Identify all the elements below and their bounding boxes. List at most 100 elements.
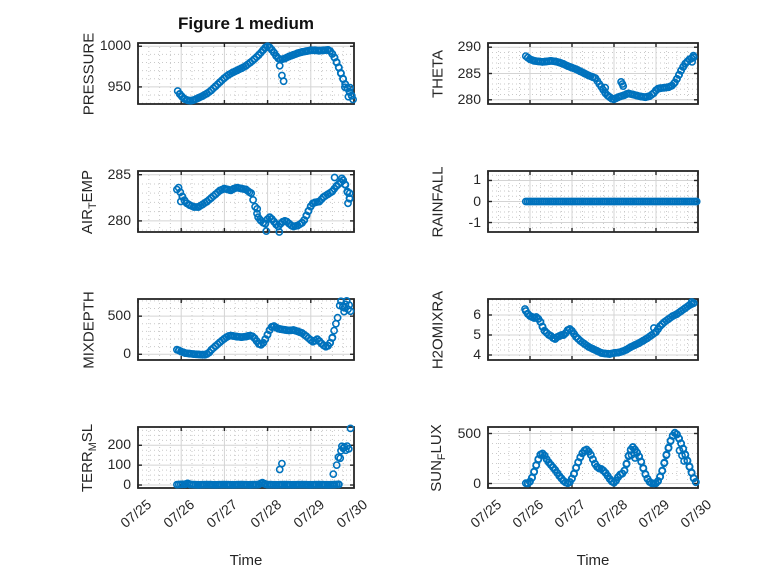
data-point xyxy=(601,83,610,92)
axes-box xyxy=(487,298,699,361)
data-point xyxy=(279,77,288,86)
y-axis-label-air_temp: AIRTEMP xyxy=(79,169,99,234)
plot-area-terr_msl xyxy=(137,424,355,489)
data-point xyxy=(253,209,261,218)
minor-grid xyxy=(488,171,698,232)
y-tick-label: 280 xyxy=(107,211,131,228)
data-point xyxy=(336,454,345,463)
data-series xyxy=(521,298,698,358)
y-tick-label: 0 xyxy=(473,192,481,209)
data-point xyxy=(572,333,581,341)
plot-area-mixdepth xyxy=(137,296,355,361)
y-axis-label-rainfall: RAINFALL xyxy=(429,166,447,237)
data-point xyxy=(341,180,350,189)
y-tick-label: 290 xyxy=(457,38,481,55)
plot-area-h2omixra xyxy=(487,298,699,361)
data-point xyxy=(345,189,354,198)
x-axis-label: Time xyxy=(229,552,263,569)
data-point xyxy=(622,459,631,468)
data-point xyxy=(692,197,701,206)
data-point xyxy=(315,197,324,206)
minor-grid xyxy=(138,427,354,488)
data-point xyxy=(347,92,356,100)
data-point xyxy=(566,325,574,333)
data-point xyxy=(673,430,681,439)
data-point xyxy=(680,457,688,465)
data-point xyxy=(687,298,696,306)
data-point xyxy=(313,335,322,344)
data-point xyxy=(344,444,353,453)
data-point xyxy=(262,227,271,235)
data-point xyxy=(275,61,284,70)
data-series xyxy=(521,197,701,206)
data-point xyxy=(277,459,286,468)
data-point xyxy=(275,228,284,236)
data-point xyxy=(681,59,690,68)
y-tick-label: 100 xyxy=(107,456,131,473)
data-point xyxy=(334,480,343,489)
y-axis-label-h2omixra: H2OMIXRA xyxy=(429,290,447,369)
data-point xyxy=(540,327,549,335)
y-tick-label: 950 xyxy=(107,77,131,94)
axes-box xyxy=(487,426,699,489)
data-point xyxy=(328,333,337,342)
y-axis-label-theta: THETA xyxy=(429,49,447,98)
data-point xyxy=(346,83,354,92)
data-point xyxy=(660,458,669,467)
data-point xyxy=(619,82,628,90)
data-point xyxy=(532,313,541,321)
plot-area-sun_flux xyxy=(487,426,700,489)
data-point xyxy=(344,92,353,101)
data-point xyxy=(559,331,568,339)
plot-area-rainfall xyxy=(487,170,701,233)
y-axis-label-terr_msl: TERRMSL xyxy=(79,423,99,492)
data-series xyxy=(173,424,355,489)
y-tick-label: 1 xyxy=(473,171,481,188)
data-series xyxy=(173,42,357,105)
data-point xyxy=(247,189,256,198)
data-point xyxy=(329,470,338,478)
plot-area-air_temp xyxy=(137,170,355,236)
y-tick-label: 0 xyxy=(473,474,481,491)
x-axis-label: Time xyxy=(576,552,610,569)
figure-title: Figure 1 medium xyxy=(177,14,315,33)
y-axis-label-pressure: PRESSURE xyxy=(80,32,98,115)
data-point xyxy=(330,326,338,335)
y-tick-label: 1000 xyxy=(99,37,131,54)
y-tick-label: 285 xyxy=(457,64,481,81)
major-grid xyxy=(138,427,354,488)
data-point xyxy=(673,74,681,83)
y-tick-label: 500 xyxy=(107,307,131,324)
data-point xyxy=(346,424,355,433)
data-series xyxy=(521,428,700,488)
plot-area-theta xyxy=(487,42,699,105)
data-series xyxy=(521,51,698,104)
data-point xyxy=(253,205,262,213)
y-tick-label: 280 xyxy=(457,90,481,107)
y-tick-label: 5 xyxy=(473,326,481,342)
axes-box xyxy=(137,298,355,361)
y-tick-label: 0 xyxy=(123,476,131,493)
data-series xyxy=(173,296,355,359)
data-point xyxy=(658,466,667,475)
axes-box xyxy=(137,170,355,233)
y-tick-label: 0 xyxy=(123,345,131,362)
data-point xyxy=(344,199,352,208)
y-tick-label: 4 xyxy=(473,346,481,362)
data-point xyxy=(691,478,700,487)
y-tick-label: 285 xyxy=(107,165,131,182)
data-point xyxy=(249,196,257,204)
tick-marks xyxy=(137,299,355,360)
data-point xyxy=(649,324,658,332)
y-tick-label: 500 xyxy=(457,424,481,441)
data-point xyxy=(631,454,639,462)
y-tick-label: 200 xyxy=(107,436,131,453)
data-point xyxy=(330,173,339,182)
data-point xyxy=(521,305,529,313)
data-point xyxy=(176,197,185,206)
axes-box xyxy=(137,42,355,105)
tick-marks xyxy=(137,171,355,232)
data-point xyxy=(689,51,698,60)
data-point xyxy=(174,183,183,192)
